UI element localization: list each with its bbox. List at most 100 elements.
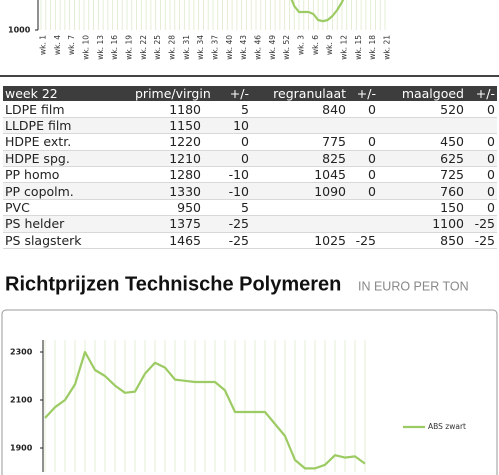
table-cell: 760 <box>440 183 464 199</box>
table-row: PP copolm. 1330 -10 1090 0 760 0 <box>3 182 497 200</box>
table-cell: HDPE spg. <box>5 150 70 166</box>
table-cell: PS helder <box>5 216 65 232</box>
y-tick-label: 2300 <box>10 348 33 357</box>
table-row: PP homo 1280 -10 1045 0 725 0 <box>3 166 497 183</box>
table-row: LDPE film 1180 5 840 0 520 0 <box>3 101 497 118</box>
x-tick-label: wk. 37 <box>211 35 220 60</box>
x-tick-label: wk. 4 <box>53 35 62 55</box>
empty-cell <box>348 117 378 133</box>
table-cell: 150 <box>440 199 464 215</box>
table-cell: 0 <box>487 101 495 117</box>
empty-cell <box>348 216 378 232</box>
y-tick-label: 1000 <box>8 26 31 35</box>
table-cell: 0 <box>368 167 376 183</box>
empty-cell <box>251 216 348 232</box>
table-header: week 22 prime/virgin +/- regranulaat +/- maal… <box>3 86 497 102</box>
table-row: PVC 950 5 150 0 <box>3 199 497 216</box>
table-cell: 775 <box>322 134 346 150</box>
table-cell: -25 <box>474 216 495 232</box>
table-cell: 840 <box>322 101 346 117</box>
table-cell: -25 <box>228 232 249 248</box>
x-tick-label: wk. 25 <box>153 35 162 60</box>
table-cell: 0 <box>241 134 249 150</box>
table-cell: 1210 <box>169 150 201 166</box>
table-cell: 1025 <box>314 232 346 248</box>
table-row: HDPE extr. 1220 0 775 0 450 0 <box>3 134 497 151</box>
x-tick-label: wk. 12 <box>340 35 349 60</box>
table-row: PS helder 1375 -25 1100 -25 <box>3 215 497 233</box>
table-cell: PS slagsterk <box>5 232 82 248</box>
x-tick-label: wk. 9 <box>325 35 334 55</box>
x-tick-label: wk. 3 <box>297 35 306 55</box>
x-tick-label: wk. 49 <box>268 35 277 60</box>
x-tick-label: wk. 28 <box>168 35 177 60</box>
table-row: LLDPE film 1150 10 <box>3 117 497 134</box>
table-cell: 1330 <box>169 183 201 199</box>
table-cell: HDPE extr. <box>5 134 72 150</box>
x-tick-label: wk. 43 <box>239 35 248 60</box>
table-cell: 725 <box>440 167 464 183</box>
table-cell: PP homo <box>5 167 60 183</box>
table-cell: -25 <box>355 232 376 248</box>
x-tick-label: wk. 34 <box>196 35 205 60</box>
x-tick-label: wk. 6 <box>311 35 320 55</box>
table-cell: 520 <box>440 101 464 117</box>
table-row: PS slagsterk 1465 -25 1025 -25 850 -25 <box>3 232 497 249</box>
table-cell: 0 <box>368 134 376 150</box>
x-tick-label: wk. 19 <box>125 35 134 60</box>
table-cell: 1045 <box>314 167 346 183</box>
x-tick-label: wk. 46 <box>254 35 263 60</box>
header-cell: +/- <box>203 86 251 102</box>
table-cell: 0 <box>487 167 495 183</box>
table-cell: 850 <box>440 232 464 248</box>
table-cell: 0 <box>487 199 495 215</box>
table-cell: -10 <box>228 167 249 183</box>
table-cell: 1180 <box>169 101 201 117</box>
empty-cell <box>378 117 466 133</box>
header-cell: +/- <box>466 86 497 102</box>
table-cell: 0 <box>368 101 376 117</box>
x-tick-label: wk. 16 <box>110 35 119 60</box>
header-cell: +/- <box>348 86 378 102</box>
header-cell: maalgoed <box>378 86 466 102</box>
table-cell: 625 <box>440 150 464 166</box>
x-tick-label: wk. 18 <box>368 35 377 60</box>
table-row: HDPE spg. 1210 0 825 0 625 0 <box>3 150 497 167</box>
table-cell: -10 <box>228 183 249 199</box>
table-cell: 0 <box>368 150 376 166</box>
header-cell: week 22 <box>3 86 133 102</box>
table-cell: 825 <box>322 150 346 166</box>
empty-cell <box>251 199 348 215</box>
data-line <box>44 350 366 470</box>
table-cell: -25 <box>474 232 495 248</box>
table-cell: 0 <box>241 150 249 166</box>
data-line <box>290 0 345 23</box>
section-subtitle: IN EURO PER TON <box>358 279 469 293</box>
table-cell: 1375 <box>169 216 201 232</box>
table-cell: LLDPE film <box>5 117 72 133</box>
x-tick-label: wk. 15 <box>354 35 363 60</box>
empty-cell <box>348 199 378 215</box>
table-cell: -25 <box>228 216 249 232</box>
x-tick-label: wk. 10 <box>82 35 91 60</box>
table-cell: PVC <box>5 199 30 215</box>
table-cell: 1090 <box>314 183 346 199</box>
x-tick-label: wk. 40 <box>225 35 234 60</box>
header-cell: regranulaat <box>251 86 348 102</box>
table-cell: 0 <box>487 150 495 166</box>
x-tick-label: wk. 31 <box>182 35 191 60</box>
table-cell: 0 <box>368 183 376 199</box>
y-tick-label: 1900 <box>10 444 33 453</box>
table-cell: 950 <box>177 199 201 215</box>
table-cell: 1280 <box>169 167 201 183</box>
x-tick-label: wk. 21 <box>383 35 392 60</box>
empty-cell <box>251 117 348 133</box>
empty-cell <box>466 117 497 133</box>
table-cell: 0 <box>487 134 495 150</box>
legend-label: ABS zwart <box>428 422 466 431</box>
x-tick-label: wk. 1 <box>39 35 48 55</box>
table-cell: PP copolm. <box>5 183 74 199</box>
table-cell: 1465 <box>169 232 201 248</box>
